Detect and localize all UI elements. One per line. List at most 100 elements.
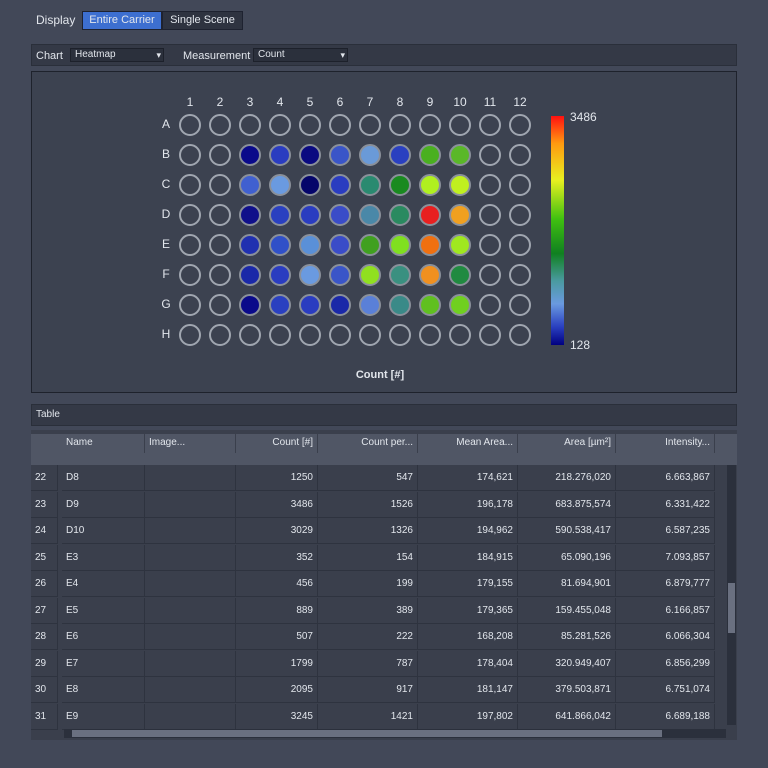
well bbox=[179, 114, 201, 136]
colorbar bbox=[551, 116, 564, 345]
well bbox=[299, 204, 321, 226]
well bbox=[479, 234, 501, 256]
table-cell: 6.689,188 bbox=[616, 703, 715, 730]
display-option[interactable]: Single Scene bbox=[162, 11, 243, 30]
well bbox=[269, 264, 291, 286]
table-cell: 222 bbox=[318, 624, 418, 650]
well bbox=[329, 264, 351, 286]
well bbox=[449, 324, 471, 346]
table-cell: 1326 bbox=[318, 518, 418, 544]
table-cell: 6.879,777 bbox=[616, 571, 715, 597]
table-cell: 194,962 bbox=[418, 518, 518, 544]
well bbox=[299, 264, 321, 286]
well bbox=[419, 174, 441, 196]
well bbox=[359, 324, 381, 346]
table-cell: 6.331,422 bbox=[616, 491, 715, 518]
well bbox=[509, 264, 531, 286]
well bbox=[509, 144, 531, 166]
table-cell bbox=[145, 544, 236, 571]
table-cell: 85.281,526 bbox=[518, 624, 616, 650]
chart-dropdown[interactable]: Heatmap bbox=[70, 48, 164, 62]
well bbox=[419, 204, 441, 226]
table-cell: 174,621 bbox=[418, 465, 518, 491]
well bbox=[449, 144, 471, 166]
well bbox=[479, 114, 501, 136]
table-cell: 168,208 bbox=[418, 624, 518, 650]
table-header: Table bbox=[31, 404, 737, 426]
well bbox=[269, 114, 291, 136]
table-cell: 6.751,074 bbox=[616, 677, 715, 703]
table-cell: D8 bbox=[62, 465, 145, 491]
table-cell: E6 bbox=[62, 624, 145, 650]
well bbox=[359, 234, 381, 256]
row-index: 26 bbox=[31, 571, 58, 597]
well bbox=[269, 174, 291, 196]
well bbox=[179, 174, 201, 196]
well bbox=[179, 234, 201, 256]
well bbox=[239, 204, 261, 226]
column-header: Count [#] bbox=[236, 434, 318, 453]
axis-label: Count [#] bbox=[356, 369, 405, 381]
well bbox=[299, 174, 321, 196]
column-header: Count per... bbox=[318, 434, 418, 453]
row-label: F bbox=[162, 267, 169, 281]
table-cell bbox=[145, 650, 236, 677]
well bbox=[389, 324, 411, 346]
table-cell: 1421 bbox=[318, 703, 418, 730]
well bbox=[449, 234, 471, 256]
well bbox=[329, 114, 351, 136]
well bbox=[209, 324, 231, 346]
table-cell: 389 bbox=[318, 597, 418, 624]
well bbox=[389, 294, 411, 316]
table: Name Image... Count [#] Count per... Mean Ar… bbox=[31, 430, 737, 740]
table-cell: 590.538,417 bbox=[518, 518, 616, 544]
well bbox=[269, 324, 291, 346]
well bbox=[419, 264, 441, 286]
well bbox=[269, 144, 291, 166]
well bbox=[359, 114, 381, 136]
well bbox=[509, 234, 531, 256]
well bbox=[239, 294, 261, 316]
table-cell bbox=[145, 597, 236, 624]
well bbox=[419, 114, 441, 136]
column-label: 4 bbox=[277, 95, 284, 109]
table-cell: 917 bbox=[318, 677, 418, 703]
table-cell: 199 bbox=[318, 571, 418, 597]
well bbox=[239, 114, 261, 136]
well bbox=[329, 204, 351, 226]
table-cell: 197,802 bbox=[418, 703, 518, 730]
well bbox=[509, 174, 531, 196]
column-label: 7 bbox=[367, 95, 374, 109]
display-option[interactable]: Entire Carrier bbox=[82, 11, 162, 30]
h-scrollbar[interactable] bbox=[64, 729, 726, 738]
row-label: G bbox=[161, 297, 170, 311]
column-header: Area [µm²] bbox=[518, 434, 616, 453]
table-cell bbox=[145, 491, 236, 518]
measurement-label: Measurement bbox=[183, 50, 251, 62]
table-cell: 1526 bbox=[318, 491, 418, 518]
table-cell: 178,404 bbox=[418, 650, 518, 677]
table-cell: 507 bbox=[236, 624, 318, 650]
well bbox=[449, 294, 471, 316]
well bbox=[479, 324, 501, 346]
well bbox=[329, 324, 351, 346]
well bbox=[449, 264, 471, 286]
table-cell: 1250 bbox=[236, 465, 318, 491]
column-header: Image... bbox=[145, 434, 236, 453]
well bbox=[479, 294, 501, 316]
v-scrollbar[interactable] bbox=[727, 465, 736, 725]
table-cell: 154 bbox=[318, 544, 418, 571]
column-label: 3 bbox=[247, 95, 254, 109]
measurement-dropdown[interactable]: Count bbox=[253, 48, 348, 62]
well bbox=[239, 234, 261, 256]
table-cell: E8 bbox=[62, 677, 145, 703]
well bbox=[359, 144, 381, 166]
well bbox=[509, 114, 531, 136]
well bbox=[329, 174, 351, 196]
well bbox=[239, 264, 261, 286]
well bbox=[329, 144, 351, 166]
well bbox=[179, 324, 201, 346]
table-cell bbox=[145, 518, 236, 544]
row-index: 31 bbox=[31, 703, 58, 730]
table-cell: E4 bbox=[62, 571, 145, 597]
